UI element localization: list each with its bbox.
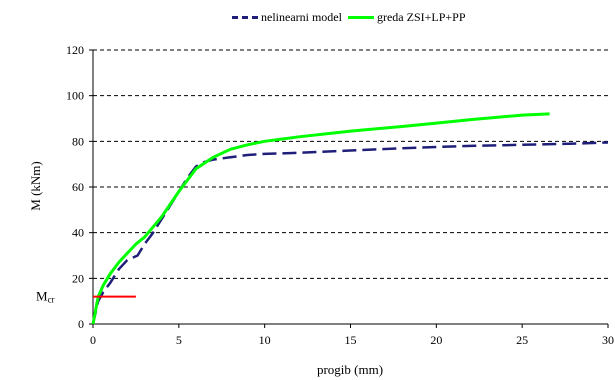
series-lines	[91, 112, 609, 325]
tick-labels: 0 20 40 60 80 100 120 0 5 10 15 20 25 30	[66, 43, 614, 347]
annotations: Mcr	[36, 289, 136, 305]
legend-item-greda: greda ZSI+LP+PP	[347, 9, 466, 25]
legend-item-nelinearni-model: nelinearni model	[232, 10, 342, 25]
legend-swatch-solid	[347, 15, 374, 19]
y-tick-label: 100	[66, 89, 84, 103]
x-axis-label: progib (mm)	[317, 362, 383, 377]
legend: nelinearni model greda ZSI+LP+PP	[232, 8, 472, 26]
y-axis-label: M (kNm)	[28, 161, 43, 210]
x-tick-label: 10	[259, 333, 271, 347]
legend-label: greda ZSI+LP+PP	[376, 9, 466, 24]
x-tick-label: 25	[516, 333, 528, 347]
legend-label: nelinearni model	[261, 9, 342, 24]
x-tick-label: 15	[345, 333, 357, 347]
x-tick-label: 0	[90, 333, 96, 347]
y-tick-label: 0	[78, 317, 84, 331]
mcr-label: Mcr	[36, 289, 55, 305]
y-tick-label: 80	[72, 134, 84, 148]
y-tick-label: 60	[72, 180, 84, 194]
x-tick-label: 20	[430, 333, 442, 347]
legend-swatch-dashed	[232, 15, 258, 19]
gridlines	[93, 49, 608, 279]
y-tick-label: 20	[72, 271, 84, 285]
series-line-0	[91, 141, 609, 325]
series-line-1	[91, 112, 550, 325]
y-tick-label: 120	[66, 43, 84, 57]
x-tick-label: 30	[602, 333, 614, 347]
axes	[89, 49, 609, 328]
y-tick-label: 40	[72, 226, 84, 240]
x-tick-label: 5	[176, 333, 182, 347]
